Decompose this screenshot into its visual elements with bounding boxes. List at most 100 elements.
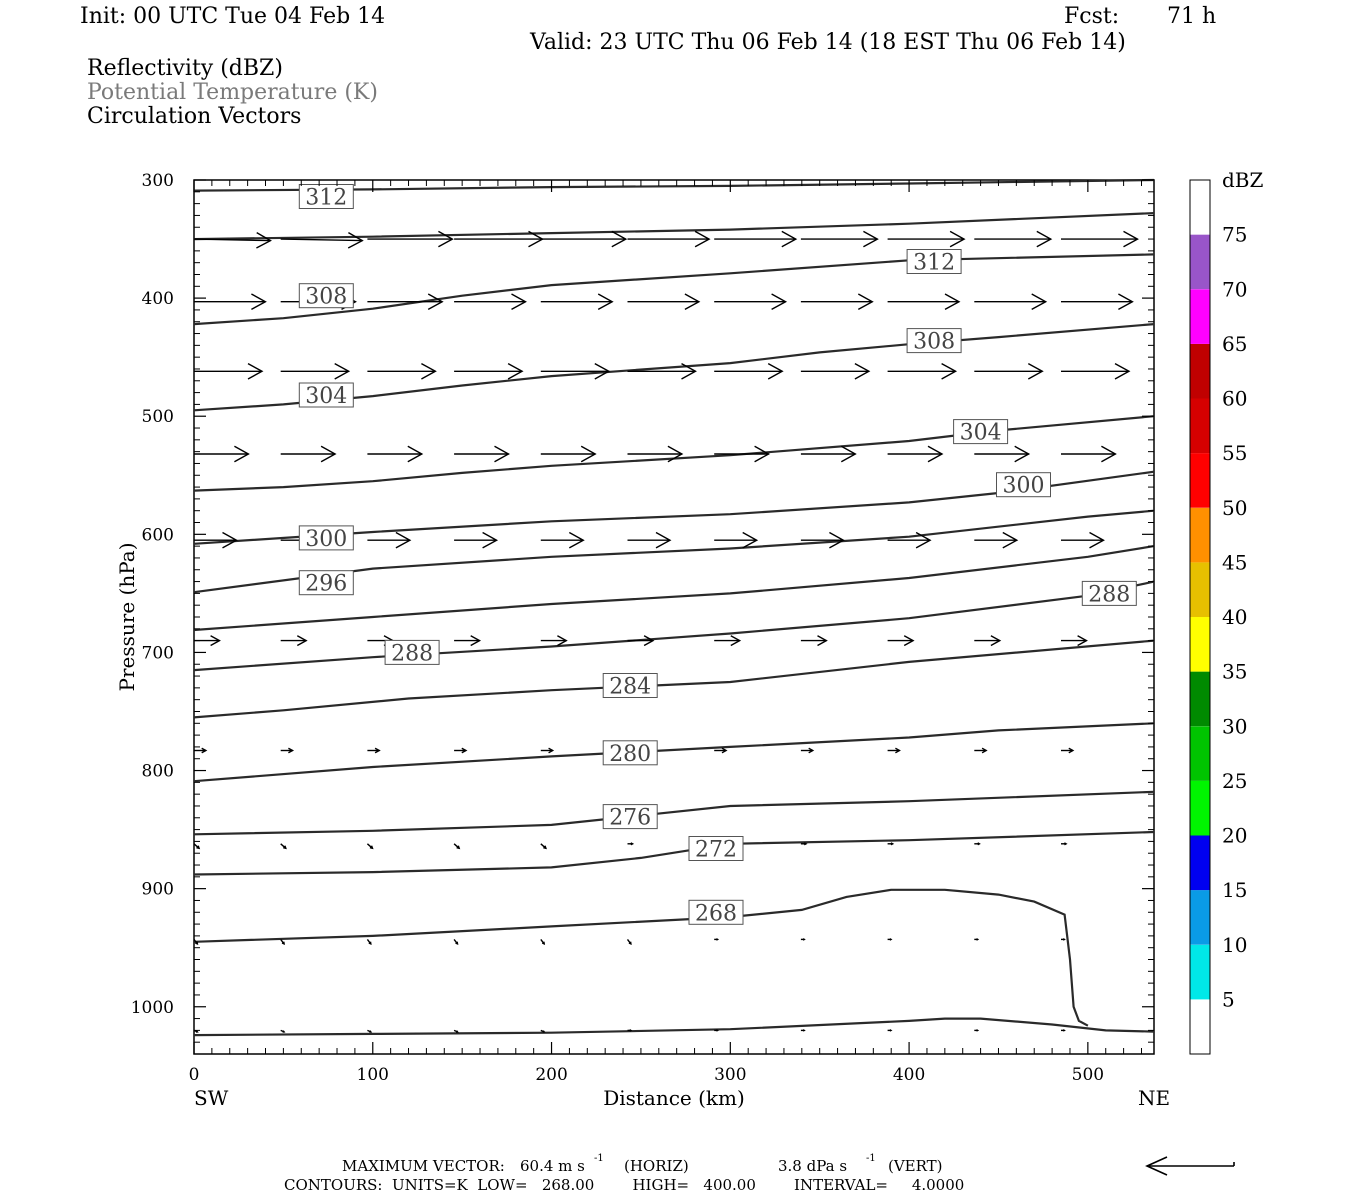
vector-arrow (540, 230, 628, 248)
vector-arrow (800, 293, 874, 311)
vector-arrow (1061, 230, 1139, 248)
svg-text:288: 288 (1088, 582, 1130, 607)
vector-arrow (193, 843, 201, 850)
svg-text:272: 272 (695, 838, 737, 863)
colorbar-bin (1190, 234, 1210, 290)
colorbar-label: 35 (1222, 660, 1247, 684)
vector-arrow (627, 445, 684, 463)
footer-max-vector-label: MAXIMUM VECTOR: (342, 1157, 505, 1175)
contour-label-300: 300 (996, 472, 1051, 499)
vector-arrow (714, 938, 720, 941)
vector-arrow (627, 842, 635, 846)
vector-arrow (887, 1029, 893, 1032)
contour-label-288: 288 (384, 639, 440, 666)
vector-arrow (887, 230, 966, 248)
svg-text:308: 308 (913, 330, 955, 355)
y-tick-label: 800 (142, 762, 174, 782)
vector-arrow (1061, 293, 1134, 311)
vector-arrow (800, 635, 828, 647)
vector-arrow (1061, 1029, 1066, 1032)
vector-arrow (714, 362, 784, 380)
theta-contours (193, 178, 1155, 1037)
vector-arrow (194, 293, 267, 311)
svg-text:268: 268 (695, 901, 737, 926)
vector-arrow (367, 230, 454, 248)
vector-arrow (714, 747, 728, 754)
svg-text:312: 312 (305, 186, 347, 211)
vector-arrow (887, 293, 961, 311)
theta-contour-296 (193, 509, 1155, 594)
y-tick-label: 600 (142, 525, 174, 545)
vector-arrow (887, 362, 958, 380)
vector-arrow (540, 635, 568, 647)
vector-arrow (714, 1029, 720, 1032)
footer-vert-unit: (VERT) (888, 1157, 943, 1175)
vector-arrow (194, 362, 264, 380)
y-axis-label: Pressure (hPa) (115, 543, 139, 692)
footer-vert-exponent: -1 (866, 1153, 876, 1164)
vector-arrow (454, 293, 527, 311)
vector-arrow (974, 1029, 980, 1032)
plot-frame (193, 179, 1155, 1055)
vector-arrow (887, 635, 915, 647)
svg-text:312: 312 (913, 251, 955, 276)
vector-arrow (366, 938, 372, 946)
vector-arrow (714, 293, 788, 311)
vector-arrow (974, 362, 1044, 380)
vector-arrow (367, 445, 424, 463)
vector-arrow (453, 843, 461, 850)
legend-potential-temperature: Potential Temperature (K) (87, 80, 378, 105)
vector-arrow (974, 293, 1048, 311)
vector-arrow (974, 635, 1002, 647)
circulation-vectors (193, 230, 1139, 1033)
footer-horiz-exponent: -1 (594, 1153, 604, 1164)
svg-text:276: 276 (609, 806, 651, 831)
vector-arrow (280, 362, 351, 380)
vector-arrow (540, 293, 614, 311)
colorbar-bin (1190, 343, 1210, 399)
theta-contour-unlabeled-14 (193, 1017, 1155, 1037)
svg-text:280: 280 (609, 742, 651, 767)
vector-arrow (714, 445, 771, 463)
vector-arrow (540, 445, 597, 463)
vector-arrow (1061, 445, 1117, 463)
contour-label-312: 312 (906, 249, 962, 276)
vector-arrow (366, 843, 374, 850)
vector-arrow (887, 938, 893, 941)
vector-arrow (800, 747, 815, 754)
svg-text:300: 300 (305, 527, 347, 552)
colorbar-bin (1190, 780, 1210, 836)
x-axis-left-end: SW (194, 1086, 229, 1110)
vector-arrow (627, 293, 701, 311)
contour-label-280: 280 (602, 740, 658, 767)
vector-arrow (194, 531, 238, 549)
vector-arrow (800, 1029, 806, 1032)
vector-arrow (367, 747, 381, 754)
theta-contour-312 (193, 253, 1155, 326)
legend-circulation-vectors: Circulation Vectors (87, 104, 302, 129)
theta-contour-276 (193, 790, 1155, 836)
vector-arrow (974, 445, 1031, 463)
colorbar-bin (1190, 562, 1210, 617)
vector-arrow (800, 842, 808, 846)
vector-arrow (800, 531, 845, 549)
vector-arrow (800, 362, 871, 380)
vector-arrow (540, 843, 547, 850)
theta-contour-272 (193, 830, 1155, 876)
x-tick-label: 400 (893, 1065, 925, 1085)
svg-text:300: 300 (1003, 474, 1045, 499)
theta-contour-292 (193, 545, 1155, 632)
footer-contours: CONTOURS: UNITS=K LOW= 268.00 HIGH= 400.… (284, 1176, 965, 1194)
vector-arrow (454, 445, 510, 463)
colorbar-label: 5 (1222, 987, 1235, 1011)
vector-arrow (540, 938, 546, 946)
vector-arrow (193, 938, 199, 946)
vector-arrow (453, 1029, 459, 1033)
vector-arrow (627, 230, 711, 248)
svg-text:304: 304 (305, 384, 347, 409)
colorbar-label: 50 (1222, 496, 1247, 520)
vector-arrow (540, 531, 585, 549)
contour-label-288: 288 (1081, 580, 1137, 607)
valid-time: Valid: 23 UTC Thu 06 Feb 14 (18 EST Thu … (530, 30, 1126, 55)
